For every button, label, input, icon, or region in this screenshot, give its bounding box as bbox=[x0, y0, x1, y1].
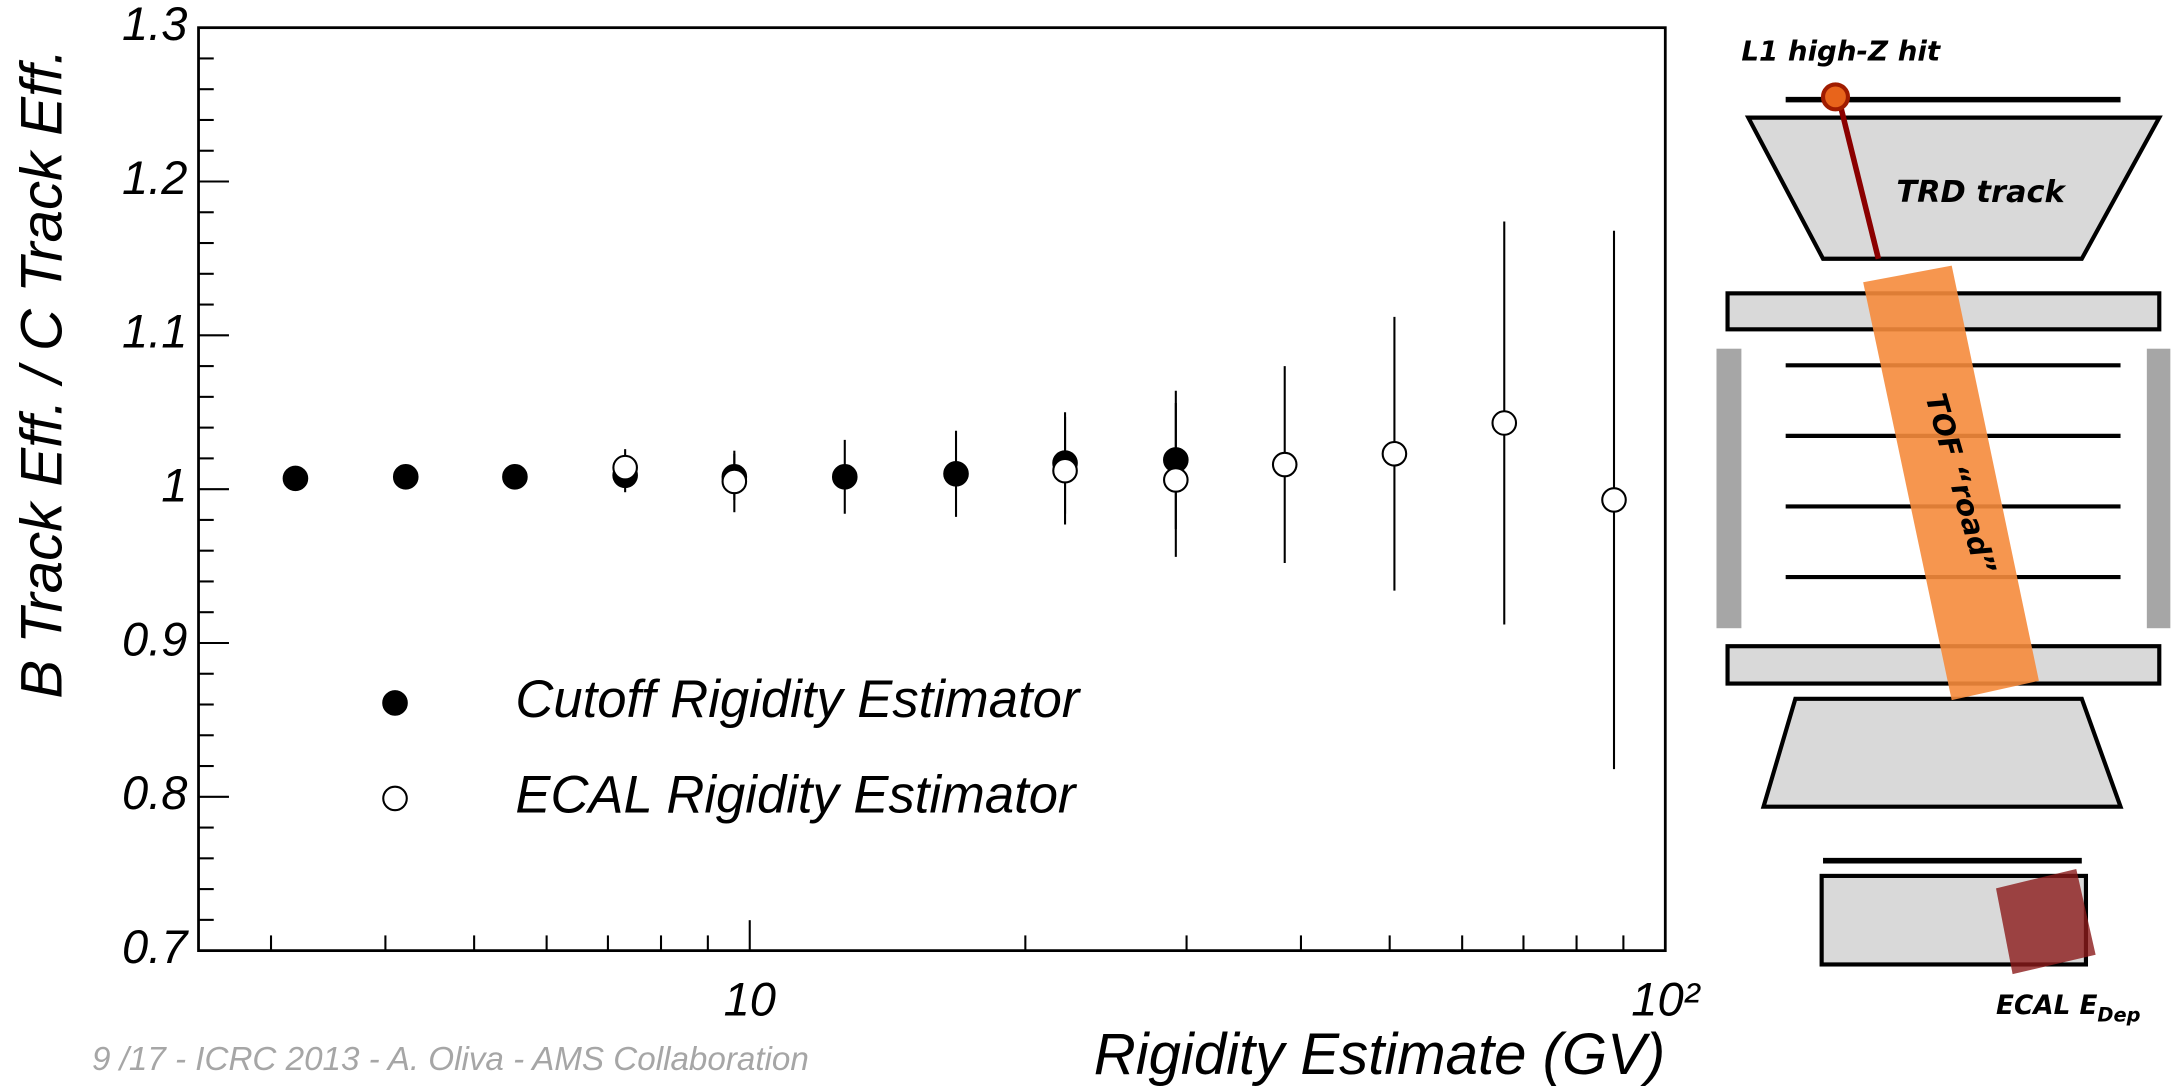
magnet bbox=[2146, 348, 2171, 629]
point bbox=[392, 464, 419, 490]
tof-road bbox=[1863, 265, 2039, 701]
trd-label: TRD track bbox=[1896, 175, 2066, 210]
point bbox=[831, 464, 858, 490]
y-tick-label: 0.9 bbox=[122, 612, 187, 665]
tof-lower bbox=[1725, 644, 2162, 686]
l1-label: L1 high-Z hit bbox=[1741, 35, 1941, 68]
legend-marker bbox=[382, 690, 408, 716]
point bbox=[1052, 457, 1078, 484]
point bbox=[721, 468, 748, 495]
trd-track bbox=[1838, 107, 1882, 260]
ecal-label-main: ECAL E bbox=[1996, 990, 2097, 1020]
ecal-label: ECAL EDep bbox=[1996, 990, 2141, 1026]
ecal-label-sub: Dep bbox=[2097, 1003, 2140, 1026]
detector-diagram: L1 high-Z hit TRD track TOF “road” ECAL … bbox=[1716, 35, 2171, 1026]
y-tick-label: 1 bbox=[161, 459, 187, 512]
y-axis-label: B Track Eff. / C Track Eff. bbox=[10, 49, 75, 699]
ecal-deposit bbox=[1995, 868, 2096, 975]
point bbox=[282, 465, 309, 492]
legend-marker bbox=[382, 785, 408, 812]
y-tick-label: 1.1 bbox=[122, 305, 187, 358]
y-tick-label: 1.2 bbox=[122, 151, 187, 204]
x-tick-label: 10 bbox=[724, 973, 776, 1026]
y-tick-label: 0.7 bbox=[122, 920, 189, 973]
point bbox=[1271, 451, 1298, 478]
point bbox=[1381, 440, 1408, 467]
y-tick-label: 0.8 bbox=[122, 766, 187, 819]
point bbox=[1163, 467, 1189, 493]
x-axis-label: Rigidity Estimate (GV) bbox=[1094, 1022, 1666, 1087]
point bbox=[502, 464, 528, 490]
magnet bbox=[1716, 348, 1742, 629]
hit bbox=[1820, 82, 1851, 112]
x-tick-label: 10² bbox=[1631, 973, 1701, 1026]
legend-label: ECAL Rigidity Estimator bbox=[515, 765, 1078, 824]
point bbox=[1601, 487, 1627, 513]
point bbox=[612, 454, 638, 481]
point bbox=[943, 460, 969, 487]
legend-label: Cutoff Rigidity Estimator bbox=[515, 670, 1081, 729]
rich bbox=[1760, 696, 2124, 809]
footer: 9 /17 - ICRC 2013 - A. Oliva - AMS Colla… bbox=[92, 1041, 809, 1078]
point bbox=[1491, 410, 1518, 436]
y-tick-label: 1.3 bbox=[122, 0, 187, 50]
